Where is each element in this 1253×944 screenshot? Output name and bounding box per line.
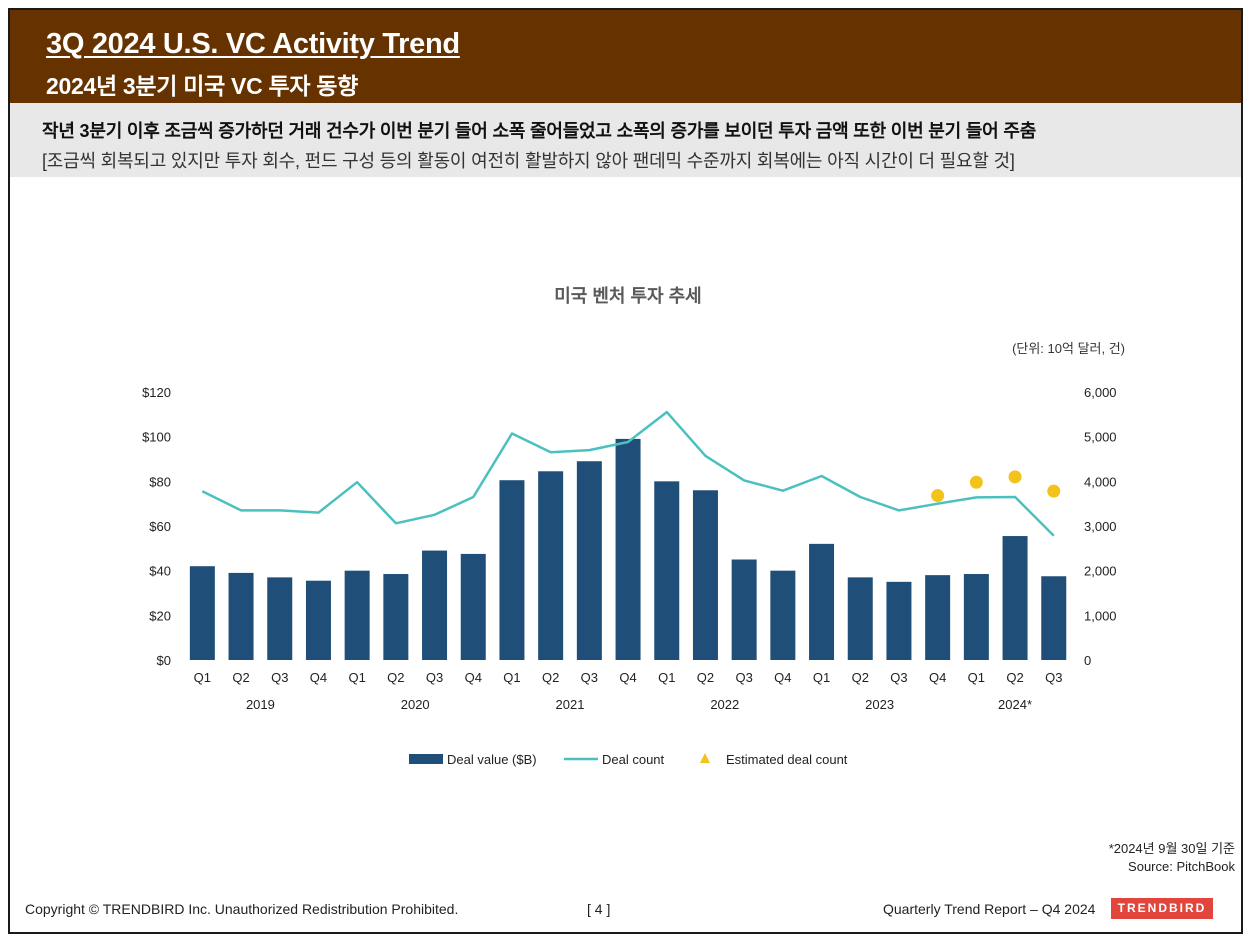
x-tick-label: Q2 [387,670,404,685]
right-axis-tick: 4,000 [1084,474,1117,489]
slide-frame: 3Q 2024 U.S. VC Activity Trend 2024년 3분기… [8,8,1243,934]
year-label: 2019 [246,697,275,712]
x-tick-label: Q3 [735,670,752,685]
deal-value-bar [692,490,718,660]
x-tick-label: Q2 [697,670,714,685]
x-tick-label: Q4 [774,670,791,685]
x-tick-label: Q4 [465,670,482,685]
x-tick-label: Q1 [503,670,520,685]
deal-value-bar [731,559,757,660]
x-tick-label: Q2 [1006,670,1023,685]
legend-swatch-estimated [700,753,710,763]
right-axis-tick: 5,000 [1084,430,1117,445]
deal-value-bar [499,480,525,660]
estimated-deal-count-point [1047,484,1061,498]
x-tick-label: Q3 [426,670,443,685]
deal-value-bar [809,543,835,660]
left-axis-tick: $120 [142,385,171,400]
deal-value-bar [1041,576,1067,660]
report-name: Quarterly Trend Report – Q4 2024 [883,901,1096,917]
chart-title: 미국 벤처 투자 추세 [554,286,701,306]
x-tick-label: Q2 [542,670,559,685]
deal-count-line [201,410,1055,537]
source-note: Source: PitchBook [1128,859,1235,874]
x-tick-label: Q3 [1045,670,1062,685]
estimated-deal-count-point [969,475,983,489]
footnote: *2024년 9월 30일 기준 Source: PitchBook [1109,840,1235,876]
deal-value-bar [886,581,912,660]
deal-value-bar [615,438,641,660]
deal-value-bar [576,461,602,660]
x-tick-label: Q3 [890,670,907,685]
x-tick-label: Q3 [271,670,288,685]
x-tick-label: Q1 [348,670,365,685]
x-tick-label: Q1 [658,670,675,685]
right-axis-tick: 2,000 [1084,564,1117,579]
x-tick-label: Q4 [929,670,946,685]
title-korean: 2024년 3분기 미국 VC 투자 동향 [46,73,358,99]
estimated-deal-count-point [1008,470,1022,484]
summary-detail: [조금씩 회복되고 있지만 투자 회수, 펀드 구성 등의 활동이 여전히 활발… [42,151,1015,171]
date-note: *2024년 9월 30일 기준 [1108,841,1235,856]
legend-label-deal-value: Deal value ($B) [447,752,537,767]
x-tick-label: Q4 [310,670,327,685]
legend-swatch-bar [409,754,443,764]
deal-value-bar [383,574,409,660]
right-axis-tick: 3,000 [1084,519,1117,534]
deal-value-bar [267,577,293,660]
unit-note: (단위: 10억 달러, 건) [1012,341,1125,356]
estimated-deal-count-point [931,489,945,503]
summary-box: 작년 3분기 이후 조금씩 증가하던 거래 건수가 이번 분기 들어 소폭 줄어… [10,103,1241,177]
deal-value-bar [847,577,873,660]
slide-header: 3Q 2024 U.S. VC Activity Trend 2024년 3분기… [10,10,1241,103]
deal-value-bar [963,574,989,660]
deal-value-bar [1002,536,1028,660]
right-axis-tick: 1,000 [1084,608,1117,623]
legend-label-estimated: Estimated deal count [726,752,848,767]
x-tick-label: Q2 [232,670,249,685]
deal-value-bar [228,572,254,660]
deal-value-bar [460,553,486,660]
x-tick-label: Q1 [813,670,830,685]
deal-value-bar [305,580,331,660]
year-label: 2022 [710,697,739,712]
x-tick-label: Q1 [968,670,985,685]
year-label: 2024* [998,697,1032,712]
year-label: 2020 [401,697,430,712]
deal-value-bar [344,570,370,660]
trendbird-logo: TRENDBIRD [1111,898,1213,919]
deal-value-bar [925,575,951,660]
deal-value-bar [538,471,564,660]
copyright-text: Copyright © TRENDBIRD Inc. Unauthorized … [25,901,459,917]
x-tick-label: Q4 [619,670,636,685]
year-label: 2021 [556,697,585,712]
page-number: [ 4 ] [587,901,611,917]
right-axis-tick: 0 [1084,653,1091,668]
x-tick-label: Q2 [852,670,869,685]
legend-label-deal-count: Deal count [602,752,665,767]
right-axis-tick: 6,000 [1084,385,1117,400]
deal-value-bar [654,481,680,660]
left-axis-tick: $40 [149,564,171,579]
summary-headline: 작년 3분기 이후 조금씩 증가하던 거래 건수가 이번 분기 들어 소폭 줄어… [42,121,1037,141]
left-axis-tick: $80 [149,474,171,489]
deal-value-bar [422,550,448,660]
title-english: 3Q 2024 U.S. VC Activity Trend [46,28,460,60]
deal-value-bar [770,570,796,660]
year-label: 2023 [865,697,894,712]
x-tick-label: Q3 [581,670,598,685]
left-axis-tick: $100 [142,430,171,445]
deal-value-bar [189,566,215,660]
x-tick-label: Q1 [194,670,211,685]
left-axis-tick: $0 [157,653,171,668]
left-axis-tick: $60 [149,519,171,534]
left-axis-tick: $20 [149,608,171,623]
